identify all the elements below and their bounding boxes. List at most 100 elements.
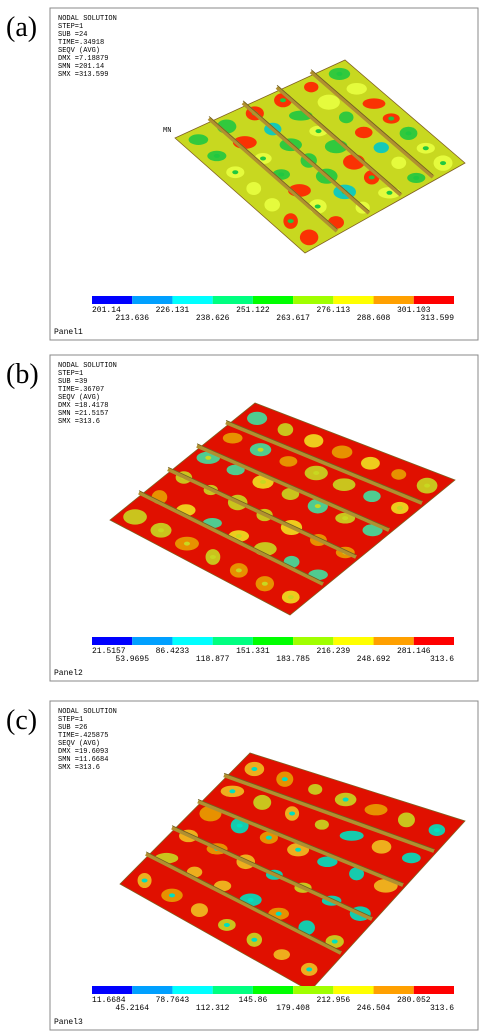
contour-spot bbox=[247, 411, 268, 425]
legend-swatch bbox=[172, 986, 213, 994]
contour-spot bbox=[277, 423, 294, 437]
legend-swatch bbox=[92, 986, 133, 994]
contour-spot bbox=[304, 81, 319, 93]
contour-spot bbox=[273, 949, 290, 960]
contour-spot bbox=[362, 524, 383, 537]
contour-core bbox=[158, 528, 165, 533]
info-line: SMX =313.599 bbox=[58, 71, 108, 79]
contour-core bbox=[433, 828, 440, 833]
stiffener bbox=[223, 773, 435, 853]
contour-core bbox=[251, 767, 258, 772]
stiffener-edge bbox=[138, 490, 324, 583]
stiffener-edge bbox=[208, 116, 338, 230]
contour-core bbox=[260, 156, 267, 161]
stiffener bbox=[196, 443, 390, 532]
legend-label: 11.6684 bbox=[92, 996, 126, 1005]
stiffener-edge bbox=[171, 825, 373, 918]
contour-core bbox=[342, 797, 349, 802]
contour-core bbox=[257, 447, 264, 452]
legend-swatch bbox=[413, 986, 454, 994]
legend-label: 280.052 bbox=[397, 996, 431, 1005]
stiffener bbox=[241, 101, 371, 215]
legend-label: 216.239 bbox=[317, 647, 351, 656]
legend-swatch bbox=[252, 296, 294, 304]
contour-spot bbox=[246, 182, 262, 195]
info-line: SMX =313.6 bbox=[58, 418, 100, 426]
contour-spot bbox=[371, 840, 392, 854]
legend-label: 183.785 bbox=[276, 655, 310, 664]
legend-swatch bbox=[252, 637, 294, 645]
contour-spot bbox=[364, 804, 388, 816]
min-marker: MN bbox=[163, 127, 171, 135]
contour-core bbox=[287, 219, 294, 224]
contour-spot bbox=[363, 490, 381, 503]
legend-swatch bbox=[293, 986, 334, 994]
legend-swatch bbox=[132, 986, 173, 994]
contour-core bbox=[313, 471, 320, 475]
stiffener-edge bbox=[197, 799, 404, 884]
legend-swatch bbox=[172, 296, 213, 304]
contour-spot bbox=[317, 94, 340, 110]
contour-core bbox=[223, 922, 230, 927]
stiffener bbox=[167, 467, 357, 559]
contour-core bbox=[336, 71, 343, 76]
legend-swatch bbox=[413, 637, 454, 645]
contour-core bbox=[287, 595, 294, 600]
legend-swatch bbox=[172, 637, 213, 645]
legend-label: 246.504 bbox=[357, 1004, 391, 1013]
info-line: NODAL SOLUTION bbox=[58, 15, 117, 23]
stiffener bbox=[207, 116, 339, 233]
contour-core bbox=[295, 847, 302, 852]
contour-core bbox=[289, 811, 296, 816]
stiffener-edge bbox=[242, 100, 370, 212]
contour-spot bbox=[264, 198, 280, 212]
stiffener-edge bbox=[223, 772, 435, 850]
legend-swatch bbox=[212, 296, 253, 304]
info-line: SEQV (AVG) bbox=[58, 394, 100, 402]
panel-label: (b) bbox=[6, 359, 39, 390]
legend-swatch bbox=[333, 637, 374, 645]
panel-label: (a) bbox=[6, 12, 37, 43]
legend-swatch bbox=[252, 986, 294, 994]
contour-core bbox=[396, 505, 403, 510]
legend-swatch bbox=[293, 637, 334, 645]
stiffener-edge bbox=[145, 851, 342, 952]
contour-core bbox=[251, 937, 258, 942]
panel-label: (c) bbox=[6, 705, 37, 736]
contour-spot bbox=[338, 111, 354, 124]
contour-spot bbox=[188, 134, 209, 145]
info-line: DMX =19.6093 bbox=[58, 748, 108, 756]
info-line: SMN =21.5157 bbox=[58, 410, 108, 418]
contour-core bbox=[261, 581, 268, 586]
contour-spot bbox=[401, 852, 421, 864]
contour-spot bbox=[308, 783, 323, 795]
legend-swatch bbox=[293, 296, 334, 304]
legend-swatch bbox=[413, 296, 454, 304]
legend-label: 281.146 bbox=[397, 647, 431, 656]
contour-core bbox=[306, 967, 313, 972]
info-line: NODAL SOLUTION bbox=[58, 708, 117, 716]
info-line: NODAL SOLUTION bbox=[58, 362, 117, 370]
contour-core bbox=[386, 190, 393, 195]
contour-spot bbox=[360, 456, 380, 470]
contour-core bbox=[275, 911, 282, 916]
legend-swatch bbox=[212, 986, 253, 994]
legend-label: 213.636 bbox=[115, 314, 149, 323]
contour-spot bbox=[222, 432, 243, 444]
info-line: SUB =24 bbox=[58, 31, 87, 39]
legend-swatch bbox=[132, 637, 173, 645]
legend-swatch bbox=[373, 296, 414, 304]
panel-name: Panel2 bbox=[54, 669, 83, 678]
contour-spot bbox=[123, 509, 147, 525]
contour-spot bbox=[391, 469, 407, 480]
stiffener bbox=[275, 85, 403, 197]
contour-spot bbox=[253, 794, 272, 810]
legend-swatch bbox=[132, 296, 173, 304]
contour-core bbox=[280, 98, 287, 103]
info-line: TIME=.425875 bbox=[58, 732, 108, 740]
info-line: DMX =18.4178 bbox=[58, 402, 108, 410]
info-line: TIME=.34918 bbox=[58, 39, 104, 47]
contour-spot bbox=[279, 456, 298, 467]
